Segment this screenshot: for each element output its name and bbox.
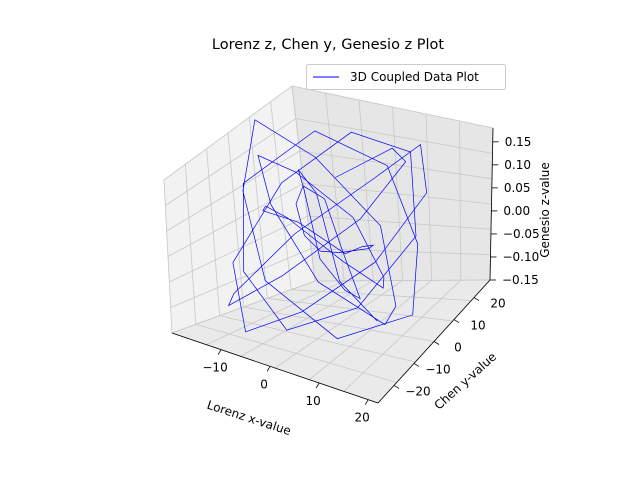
tick-labels: −10 0 10 20 −20 −10 0 10 20 −0.15 −0.10 −0.05 0.00 0.… (202, 135, 539, 425)
legend-label: 3D Coupled Data Plot (350, 70, 479, 84)
x-tick-label: 10 (306, 394, 321, 408)
z-tick-label: −0.10 (502, 250, 539, 264)
z-tick-label: 0.00 (503, 204, 530, 218)
y-tick (393, 385, 400, 389)
z-tick-label: 0.10 (504, 158, 531, 172)
x-tick-label: 20 (355, 411, 370, 425)
x-tick-label: 0 (260, 377, 268, 391)
data-series (227, 119, 428, 340)
x-tick (315, 382, 320, 389)
series-line (227, 119, 428, 340)
grid-line (163, 85, 494, 181)
y-axis-label: Chen y-value (431, 350, 499, 413)
y-tick-label: 0 (454, 341, 462, 355)
z-tick-label: 0.05 (504, 181, 531, 195)
grid-line (314, 279, 491, 282)
legend-frame (306, 64, 506, 90)
x-axis-line (171, 332, 379, 404)
z-axis-line (489, 127, 494, 281)
z-tick-label: −0.05 (503, 227, 540, 241)
x-tick (266, 366, 271, 372)
z-tick-label: 0.15 (505, 135, 532, 149)
chart-title: Lorenz z, Chen y, Genesio z Plot (212, 37, 445, 53)
y-tick-label: 10 (470, 319, 485, 333)
y-tick-label: −20 (405, 384, 430, 398)
y-tick (413, 363, 420, 367)
x-tick (217, 349, 222, 355)
grid-lines (163, 85, 494, 404)
x-tick-label: −10 (202, 361, 227, 375)
grid-line (291, 289, 472, 301)
legend: 3D Coupled Data Plot (306, 64, 506, 90)
x-axis-label: Lorenz x-value (205, 398, 293, 438)
y-tick (433, 341, 440, 345)
axes-3d-panes (163, 85, 494, 404)
x-tick (364, 399, 369, 405)
y-tick (473, 297, 480, 301)
grid-line (291, 85, 316, 282)
y-tick-label: 20 (490, 297, 505, 311)
y-tick-label: −10 (425, 362, 450, 376)
right-back-pane (291, 85, 494, 282)
z-tick-label: −0.15 (502, 273, 539, 287)
z-axis-label: Genesio z-value (538, 162, 552, 258)
y-tick (453, 319, 460, 323)
